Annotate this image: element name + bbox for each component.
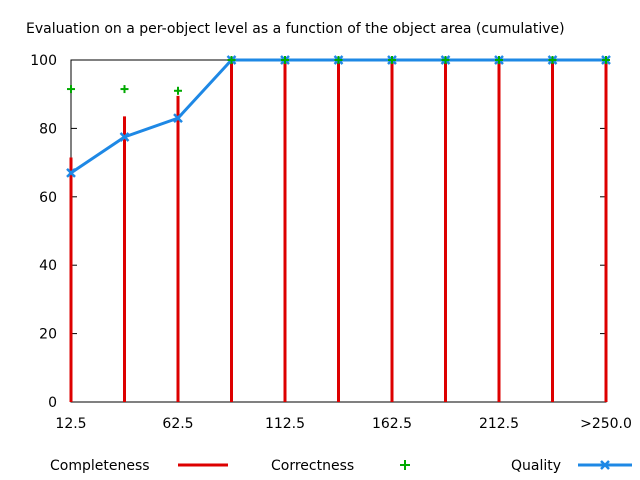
correctness-point bbox=[67, 85, 75, 94]
correctness-point bbox=[388, 56, 396, 64]
x-tick-label: 12.5 bbox=[55, 416, 86, 432]
series-completeness bbox=[69, 60, 608, 402]
x-tick-label: 162.5 bbox=[372, 416, 412, 432]
correctness-point bbox=[548, 56, 557, 64]
y-tick-label: 40 bbox=[39, 258, 57, 274]
correctness-point bbox=[120, 85, 129, 94]
correctness-point bbox=[227, 56, 236, 64]
correctness-point bbox=[334, 56, 343, 64]
correctness-point bbox=[174, 86, 182, 95]
legend-label-quality: Quality bbox=[511, 458, 561, 474]
series-correctness bbox=[67, 56, 610, 95]
quality-marker-stroke bbox=[66, 167, 76, 178]
y-tick-label: 60 bbox=[39, 190, 57, 206]
x-axis-ticks: 12.5 62.5 112.5 162.5 212.5 >250.0 bbox=[55, 396, 632, 432]
legend: Completeness Correctness Quality bbox=[50, 458, 632, 474]
x-tick-label: 112.5 bbox=[265, 416, 305, 432]
x-tick-label: 62.5 bbox=[162, 416, 193, 432]
legend-label-correctness: Correctness bbox=[271, 458, 354, 474]
quality-marker-stroke bbox=[173, 113, 183, 124]
x-tick-label: >250.0 bbox=[580, 416, 632, 432]
chart-title: Evaluation on a per-object level as a fu… bbox=[26, 21, 565, 37]
y-tick-label: 80 bbox=[39, 121, 57, 137]
quality-point bbox=[173, 113, 183, 124]
y-tick-label: 20 bbox=[39, 327, 57, 343]
correctness-point bbox=[441, 56, 450, 64]
y-tick-label: 100 bbox=[30, 53, 57, 69]
quality-point bbox=[66, 167, 76, 178]
correctness-point bbox=[495, 56, 503, 64]
x-tick-label: 212.5 bbox=[479, 416, 519, 432]
y-axis-ticks: 0 20 40 60 80 100 bbox=[30, 53, 606, 411]
legend-label-completeness: Completeness bbox=[50, 458, 150, 474]
legend-swatch-quality bbox=[578, 460, 632, 470]
correctness-point bbox=[281, 56, 289, 64]
correctness-point bbox=[602, 56, 610, 64]
y-tick-label: 0 bbox=[48, 395, 57, 411]
quality-marker-stroke bbox=[119, 132, 130, 142]
quality-point bbox=[119, 132, 130, 142]
legend-swatch-correctness bbox=[400, 460, 410, 470]
